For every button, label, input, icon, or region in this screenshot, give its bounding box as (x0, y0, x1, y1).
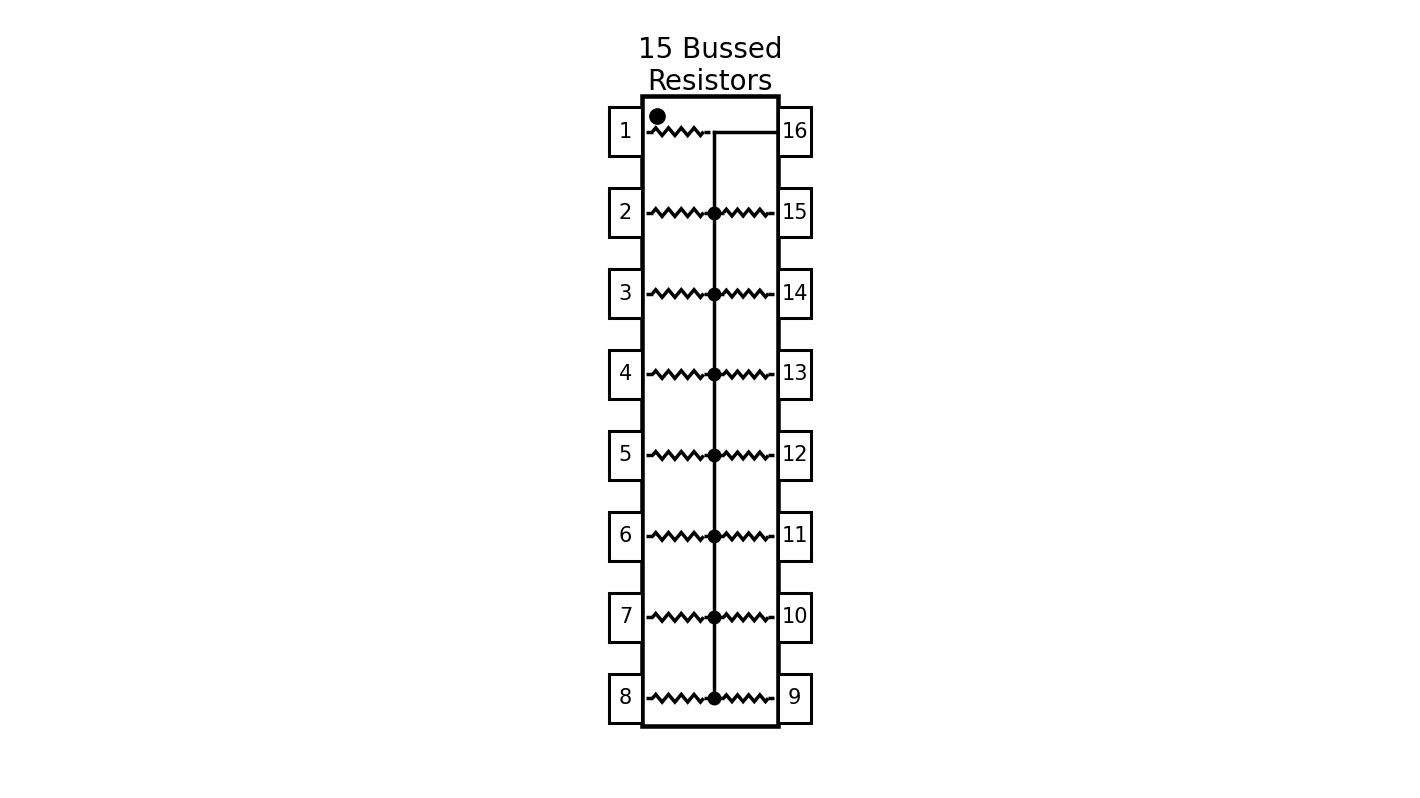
Bar (778, 431, 811, 480)
Text: 1: 1 (619, 121, 632, 142)
Bar (609, 188, 642, 237)
Text: 8: 8 (619, 688, 632, 709)
Text: 15 Bussed
Resistors: 15 Bussed Resistors (638, 36, 782, 97)
Bar (609, 107, 642, 156)
Bar (609, 593, 642, 642)
Text: 10: 10 (781, 607, 808, 627)
Text: 11: 11 (781, 527, 808, 547)
Bar (609, 269, 642, 318)
Bar (778, 107, 811, 156)
Text: 9: 9 (788, 688, 801, 709)
Text: 2: 2 (619, 203, 632, 223)
Text: 12: 12 (781, 445, 808, 465)
Bar (609, 350, 642, 399)
Bar (778, 674, 811, 723)
Text: 14: 14 (781, 283, 808, 303)
Bar (609, 674, 642, 723)
Bar (778, 269, 811, 318)
Bar (609, 512, 642, 561)
Text: 13: 13 (781, 365, 808, 385)
Text: 4: 4 (619, 365, 632, 385)
Bar (778, 350, 811, 399)
Text: 16: 16 (781, 121, 808, 142)
Text: 7: 7 (619, 607, 632, 627)
Bar (609, 431, 642, 480)
Text: 15: 15 (781, 203, 808, 223)
Bar (642, 96, 778, 726)
Text: 6: 6 (619, 527, 632, 547)
Text: 3: 3 (619, 283, 632, 303)
Bar (778, 512, 811, 561)
Bar (778, 593, 811, 642)
Bar (778, 188, 811, 237)
Text: 5: 5 (619, 445, 632, 465)
